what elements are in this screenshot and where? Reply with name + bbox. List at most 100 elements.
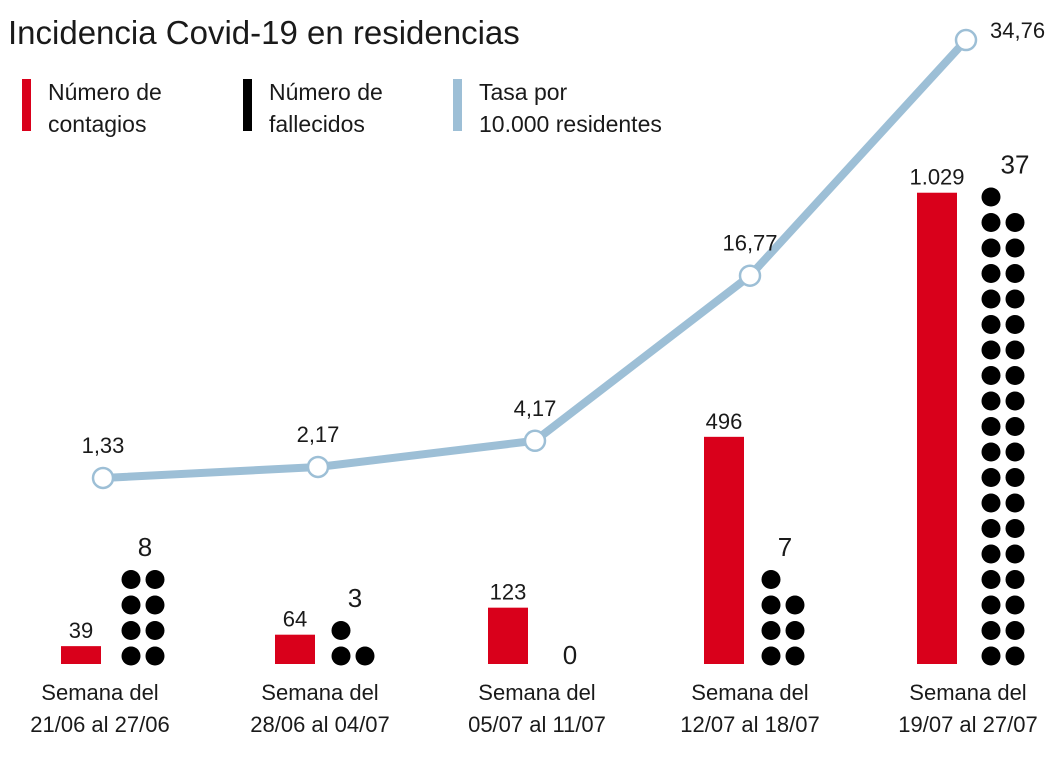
- fallecido-dot: [355, 646, 375, 666]
- fallecido-dot: [1005, 519, 1025, 538]
- rate-label: 16,77: [722, 231, 777, 256]
- fallecido-dot: [1005, 238, 1025, 258]
- fallecido-dot: [981, 366, 1001, 385]
- legend-swatch-1: [243, 79, 252, 131]
- legend-swatch-2: [453, 79, 462, 131]
- contagios-label: 496: [706, 409, 743, 434]
- fallecido-dot: [121, 621, 141, 640]
- x-tick-label-line2: 12/07 al 18/07: [680, 712, 819, 737]
- fallecido-dot: [981, 391, 1001, 411]
- fallecido-dot: [981, 544, 1001, 564]
- fallecido-dot: [1005, 621, 1025, 640]
- legend-label-2: Tasa por: [479, 79, 568, 105]
- fallecido-dot: [1005, 213, 1025, 232]
- x-tick-label: Semana del: [261, 680, 378, 705]
- fallecido-dot: [785, 646, 805, 666]
- fallecido-dot: [981, 213, 1001, 232]
- fallecido-dot: [1005, 544, 1025, 564]
- fallecido-dot: [981, 417, 1001, 436]
- fallecido-dot: [1005, 646, 1025, 666]
- x-tick-label: Semana del: [691, 680, 808, 705]
- fallecido-dot: [121, 570, 141, 589]
- fallecido-dot: [1005, 391, 1025, 411]
- rate-point: [91, 466, 115, 490]
- rate-point: [738, 264, 762, 287]
- fallecido-dot: [145, 595, 165, 615]
- fallecido-dot: [1005, 289, 1025, 309]
- fallecido-dot: [1005, 570, 1025, 589]
- contagios-bar: [488, 607, 528, 664]
- x-tick-label: Semana del: [478, 680, 595, 705]
- fallecido-dot: [981, 264, 1001, 283]
- rate-label: 1,33: [82, 433, 125, 458]
- legend-label-1: Número de: [269, 79, 383, 105]
- fallecido-dot: [981, 187, 1001, 207]
- contagios-bar: [917, 192, 957, 664]
- rate-point: [306, 455, 330, 479]
- x-tick-label-line2: 28/06 al 04/07: [250, 712, 389, 737]
- legend-label-0: Número de: [48, 79, 162, 105]
- fallecidos-label: 37: [1001, 150, 1030, 180]
- fallecido-dot: [761, 570, 781, 589]
- contagios-bar: [275, 634, 315, 664]
- contagios-bar: [61, 646, 101, 664]
- bar-layer: 39 64 123 496 1.029: [61, 165, 965, 664]
- fallecidos-label: 3: [348, 583, 362, 613]
- fallecido-dot: [1005, 264, 1025, 283]
- rate-line-layer: 1,33 2,17 4,17 16,77 34,76: [82, 18, 1045, 490]
- fallecidos-label: 0: [563, 640, 577, 670]
- contagios-label: 64: [283, 607, 307, 632]
- rate-label: 2,17: [297, 422, 340, 447]
- legend: Número de contagios Número de fallecidos Tas…: [22, 79, 662, 137]
- fallecido-dot: [331, 646, 351, 666]
- fallecido-dot: [145, 570, 165, 589]
- contagios-label: 123: [490, 580, 527, 605]
- x-tick-label-line2: 05/07 al 11/07: [468, 712, 606, 737]
- fallecido-dot: [981, 570, 1001, 589]
- x-tick-label: Semana del: [41, 680, 158, 705]
- contagios-label: 39: [69, 618, 93, 643]
- fallecido-dot: [981, 468, 1001, 487]
- rate-point: [954, 28, 978, 52]
- rate-label: 4,17: [514, 396, 557, 421]
- fallecido-dot: [1005, 468, 1025, 487]
- fallecido-dot: [1005, 493, 1025, 513]
- fallecido-dot: [761, 595, 781, 615]
- fallecido-dot: [1005, 417, 1025, 436]
- fallecido-dot: [785, 621, 805, 640]
- fallecido-dot: [981, 493, 1001, 513]
- fallecido-dot: [331, 621, 351, 640]
- rate-label: 34,76: [990, 18, 1045, 43]
- fallecido-dot: [981, 621, 1001, 640]
- fallecido-dot: [981, 519, 1001, 538]
- fallecido-dot: [981, 315, 1001, 334]
- x-axis-labels: Semana del 21/06 al 27/06 Semana del 28/06 …: [30, 680, 1037, 737]
- fallecidos-label: 7: [778, 532, 792, 562]
- fallecido-dot: [981, 238, 1001, 258]
- fallecidos-label: 8: [138, 532, 152, 562]
- x-tick-label: Semana del: [909, 680, 1026, 705]
- fallecido-dot: [1005, 595, 1025, 615]
- fallecido-dot: [145, 646, 165, 666]
- fallecido-dot: [761, 621, 781, 640]
- x-tick-label-line2: 19/07 al 27/07: [898, 712, 1037, 737]
- fallecido-dot: [1005, 442, 1025, 462]
- fallecido-dot: [121, 595, 141, 615]
- fallecido-dot: [981, 340, 1001, 360]
- fallecido-dot: [981, 646, 1001, 666]
- contagios-bar: [704, 436, 744, 664]
- legend-label-1-line2: fallecidos: [269, 111, 365, 137]
- legend-label-2-line2: 10.000 residentes: [479, 111, 662, 137]
- legend-label-0-line2: contagios: [48, 111, 146, 137]
- fallecido-dot: [761, 646, 781, 666]
- x-tick-label-line2: 21/06 al 27/06: [30, 712, 169, 737]
- fallecido-dot: [785, 595, 805, 615]
- fallecido-dot: [981, 595, 1001, 615]
- fallecido-dot: [1005, 340, 1025, 360]
- fallecido-dot: [145, 621, 165, 640]
- fallecido-dot: [1005, 315, 1025, 334]
- chart-title: Incidencia Covid-19 en residencias: [8, 14, 520, 51]
- contagios-label: 1.029: [909, 165, 964, 190]
- dot-layer: 8 3 0 7 37: [121, 150, 1030, 670]
